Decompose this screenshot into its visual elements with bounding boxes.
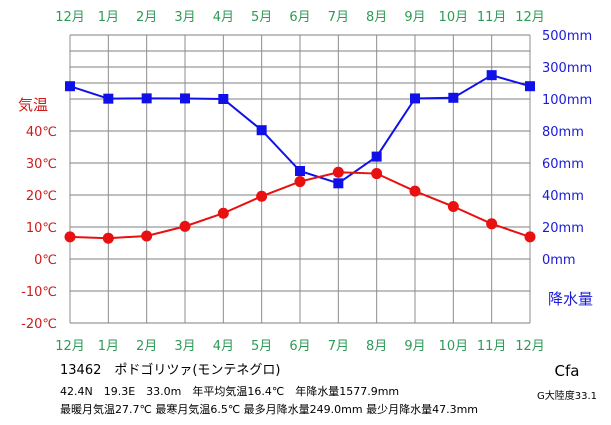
precipitation-point [448, 92, 459, 103]
temperature-point [179, 220, 191, 232]
station-name: 13462 ポドゴリツァ(モンテネグロ) [60, 362, 281, 378]
month-label-top: 8月 [366, 10, 387, 25]
month-label-bottom: 9月 [404, 339, 425, 354]
temperature-tick-label: 20℃ [26, 189, 57, 204]
temperature-point [102, 232, 114, 244]
month-label-top: 2月 [136, 10, 157, 25]
month-label-bottom: 12月 [515, 339, 545, 354]
month-label-bottom: 3月 [174, 339, 195, 354]
month-label-top: 11月 [477, 10, 507, 25]
precipitation-series [65, 70, 535, 189]
precipitation-tick-label: 500mm [542, 29, 592, 44]
precipitation-tick-label: 300mm [542, 61, 592, 76]
month-label-bottom: 12月 [55, 339, 85, 354]
climate-code: Cfa [555, 362, 580, 380]
temperature-axis-label: 気温 [18, 96, 48, 114]
month-label-bottom: 4月 [213, 339, 234, 354]
month-label-top: 7月 [328, 10, 349, 25]
station-extremes: 最暖月気温27.7℃ 最寒月気温6.5℃ 最多月降水量249.0mm 最少月降水… [60, 402, 478, 416]
precipitation-ticks: 500mm 300mm 100mm 80mm 60mm 40mm 20mm 0mm [542, 29, 592, 268]
chart-grid [69, 34, 531, 324]
month-label-bottom: 11月 [477, 339, 507, 354]
precipitation-point [180, 93, 190, 104]
month-labels-bottom: 12月 1月 2月 3月 4月 5月 6月 7月 8月 9月 10月 11月 12月 [55, 339, 545, 354]
precipitation-tick-label: 80mm [542, 125, 584, 140]
month-label-bottom: 1月 [98, 339, 119, 354]
precipitation-point [295, 166, 305, 176]
month-label-top: 3月 [174, 10, 195, 25]
month-label-top: 12月 [55, 10, 85, 25]
precipitation-point [371, 151, 382, 162]
temperature-tick-label: -10℃ [21, 285, 57, 300]
temperature-series [64, 166, 536, 244]
temperature-point [486, 218, 498, 230]
continentality-index: G大陸度33.1 [537, 389, 597, 402]
precipitation-tick-label: 20mm [542, 221, 584, 236]
temperature-point [332, 166, 344, 178]
month-label-bottom: 10月 [439, 339, 469, 354]
precipitation-axis-label: 降水量 [548, 290, 593, 308]
temperature-tick-label: -20℃ [21, 317, 57, 332]
precipitation-point [141, 93, 152, 104]
temperature-tick-label: 40℃ [26, 125, 57, 140]
precipitation-tick-label: 60mm [542, 157, 584, 172]
precipitation-point [410, 93, 420, 104]
precipitation-point [486, 70, 497, 81]
precipitation-point [65, 81, 75, 92]
month-label-top: 12月 [515, 10, 545, 25]
temperature-point [447, 201, 459, 213]
month-label-top: 9月 [404, 10, 425, 25]
precipitation-point [103, 93, 114, 104]
temperature-ticks: 40℃ 30℃ 20℃ 10℃ 0℃ -10℃ -20℃ [21, 125, 57, 332]
temperature-tick-label: 30℃ [26, 157, 57, 172]
temperature-point [371, 168, 383, 180]
month-label-bottom: 2月 [136, 339, 157, 354]
temperature-point [141, 230, 153, 242]
precipitation-tick-label: 100mm [542, 93, 592, 108]
station-summary: 42.4N 19.3E 33.0m 年平均気温16.4℃ 年降水量1577.9m… [60, 384, 399, 398]
month-label-top: 1月 [98, 10, 119, 25]
temperature-point [294, 176, 306, 188]
temperature-point [524, 231, 536, 243]
month-label-top: 5月 [251, 10, 272, 25]
precipitation-tick-label: 0mm [542, 253, 576, 268]
temperature-tick-label: 0℃ [34, 253, 57, 268]
month-labels-top: 12月 1月 2月 3月 4月 5月 6月 7月 8月 9月 10月 11月 12月 [55, 10, 545, 25]
month-label-top: 4月 [213, 10, 234, 25]
month-label-bottom: 7月 [328, 339, 349, 354]
month-label-bottom: 5月 [251, 339, 272, 354]
month-label-top: 6月 [289, 10, 310, 25]
temperature-point [409, 185, 421, 197]
precipitation-point [218, 94, 229, 104]
precipitation-point [256, 125, 267, 136]
temperature-point [64, 231, 76, 243]
precipitation-point [525, 81, 535, 92]
month-label-top: 10月 [439, 10, 469, 25]
temperature-tick-label: 10℃ [26, 221, 57, 236]
precipitation-point [333, 178, 344, 189]
temperature-point [217, 207, 229, 219]
precipitation-tick-label: 40mm [542, 189, 584, 204]
temperature-point [256, 190, 268, 202]
month-label-bottom: 6月 [289, 339, 310, 354]
month-label-bottom: 8月 [366, 339, 387, 354]
